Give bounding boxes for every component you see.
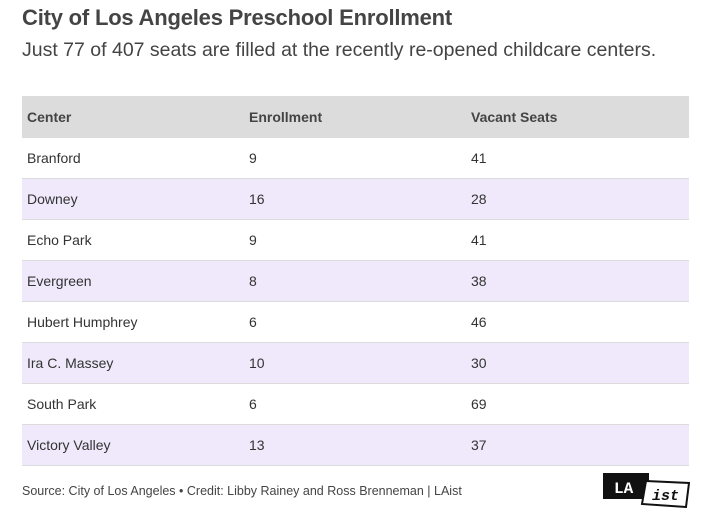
enrollment-cell: 6: [249, 396, 257, 412]
source-credit: Source: City of Los Angeles • Credit: Li…: [22, 484, 462, 498]
center-cell: Evergreen: [27, 273, 92, 289]
vacant-seats-cell: 41: [471, 150, 487, 166]
table-row: Downey 16 28: [22, 179, 689, 220]
laist-logo: LA ist: [603, 473, 690, 508]
table-row: Evergreen 8 38: [22, 261, 689, 302]
logo-black-block: [603, 473, 649, 499]
logo-text-ist: ist: [652, 488, 679, 505]
chart-title: City of Los Angeles Preschool Enrollment: [22, 5, 453, 30]
center-cell: Hubert Humphrey: [27, 314, 138, 330]
enrollment-cell: 16: [249, 191, 265, 207]
table-body: Branford 9 41 Downey 16 28 Echo Park 9 41 Evergre…: [22, 138, 689, 466]
enrollment-cell: 9: [249, 150, 257, 166]
table-row: Branford 9 41: [22, 138, 689, 179]
vacant-seats-cell: 46: [471, 314, 487, 330]
column-header-vacant-seats: Vacant Seats: [471, 109, 558, 125]
center-cell: South Park: [27, 396, 97, 412]
center-cell: Downey: [27, 191, 78, 207]
enrollment-cell: 8: [249, 273, 257, 289]
enrollment-cell: 6: [249, 314, 257, 330]
center-cell: Echo Park: [27, 232, 92, 248]
table-header-row: Center Enrollment Vacant Seats: [22, 96, 689, 138]
vacant-seats-cell: 38: [471, 273, 487, 289]
center-cell: Victory Valley: [27, 437, 111, 453]
logo-white-block: [640, 479, 690, 508]
vacant-seats-cell: 69: [471, 396, 487, 412]
enrollment-cell: 13: [249, 437, 265, 453]
table-row: Ira C. Massey 10 30: [22, 343, 689, 384]
center-cell: Branford: [27, 150, 81, 166]
column-header-center: Center: [27, 109, 72, 125]
table-row: Hubert Humphrey 6 46: [22, 302, 689, 343]
logo-text-la: LA: [614, 480, 634, 498]
vacant-seats-cell: 41: [471, 232, 487, 248]
enrollment-cell: 10: [249, 355, 265, 371]
chart-subtitle: Just 77 of 407 seats are filled at the r…: [22, 39, 657, 61]
vacant-seats-cell: 30: [471, 355, 487, 371]
table-row: Victory Valley 13 37: [22, 425, 689, 466]
center-cell: Ira C. Massey: [27, 355, 114, 371]
enrollment-cell: 9: [249, 232, 257, 248]
enrollment-table: Center Enrollment Vacant Seats Branford 9…: [22, 96, 689, 466]
vacant-seats-cell: 37: [471, 437, 487, 453]
table-row: Echo Park 9 41: [22, 220, 689, 261]
table-row: South Park 6 69: [22, 384, 689, 425]
vacant-seats-cell: 28: [471, 191, 487, 207]
column-header-enrollment: Enrollment: [249, 109, 323, 125]
